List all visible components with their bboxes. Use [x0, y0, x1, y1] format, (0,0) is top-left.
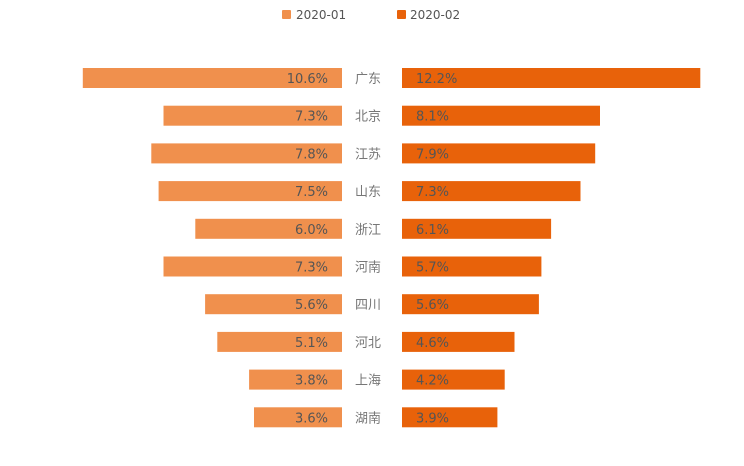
legend-item-series-2[interactable]: 2020-02 [397, 8, 460, 22]
category-label-0: 广东 [355, 72, 381, 87]
data-label-series-1-3: 7.5% [295, 185, 328, 200]
bar-series-2-4[interactable] [402, 218, 552, 239]
category-label-1: 北京 [355, 110, 381, 125]
bar-series-1-1[interactable] [163, 105, 343, 126]
bar-series-1-5[interactable] [163, 256, 343, 277]
legend-swatch-series-2 [397, 10, 406, 19]
bar-series-2-3[interactable] [402, 181, 581, 202]
bar-series-2-8[interactable] [402, 369, 505, 390]
category-label-5: 河南 [355, 260, 381, 276]
bar-series-1-6[interactable] [205, 294, 342, 315]
data-label-series-2-2: 7.9% [416, 147, 449, 162]
legend-label-series-2: 2020-02 [410, 8, 460, 22]
data-label-series-2-9: 3.9% [416, 411, 449, 426]
bar-series-1-3[interactable] [158, 181, 342, 202]
data-label-series-2-0: 12.2% [416, 72, 457, 87]
bar-series-1-0[interactable] [82, 68, 343, 88]
bar-series-2-9[interactable] [402, 407, 498, 428]
legend-label-series-1: 2020-01 [296, 8, 346, 22]
data-label-series-2-3: 7.3% [416, 185, 449, 200]
category-label-3: 山东 [355, 185, 381, 200]
data-label-series-2-6: 5.6% [416, 298, 449, 313]
data-label-series-1-2: 7.8% [295, 147, 328, 162]
category-label-8: 上海 [355, 374, 381, 389]
legend-item-series-1[interactable]: 2020-01 [282, 8, 346, 22]
plot-area: 10.6% 广东 12.2% 7.3% 北京 8.1% 7.8% 江苏 7.9% 7.5% 山东 7.… [82, 68, 701, 428]
category-label-7: 河北 [355, 336, 381, 351]
category-label-9: 湖南 [355, 410, 381, 426]
bar-series-2-2[interactable] [402, 143, 596, 164]
category-label-2: 江苏 [355, 146, 381, 162]
category-label-6: 四川 [355, 298, 381, 313]
bar-series-1-2[interactable] [151, 143, 342, 164]
bar-series-2-7[interactable] [402, 331, 515, 352]
legend-swatch-series-1 [282, 10, 291, 19]
data-label-series-2-1: 8.1% [416, 110, 449, 125]
category-label-4: 浙江 [355, 223, 381, 238]
bar-series-2-5[interactable] [402, 256, 542, 277]
data-label-series-2-8: 4.2% [416, 374, 449, 389]
bar-series-1-8[interactable] [249, 369, 342, 390]
bar-series-1-9[interactable] [254, 407, 342, 428]
data-label-series-1-9: 3.6% [295, 411, 328, 426]
data-label-series-2-4: 6.1% [416, 223, 449, 238]
data-label-series-1-7: 5.1% [295, 336, 328, 351]
data-label-series-2-7: 4.6% [416, 336, 449, 351]
bar-series-1-7[interactable] [217, 331, 342, 352]
data-label-series-1-8: 3.8% [295, 374, 328, 389]
data-label-series-1-6: 5.6% [295, 298, 328, 313]
bar-series-2-0[interactable] [402, 68, 701, 88]
data-label-series-1-1: 7.3% [295, 110, 328, 125]
bar-series-2-1[interactable] [402, 105, 600, 126]
data-label-series-1-0: 10.6% [287, 72, 328, 87]
data-label-series-1-4: 6.0% [295, 223, 328, 238]
data-label-series-2-5: 5.7% [416, 261, 449, 276]
bar-series-1-4[interactable] [195, 218, 342, 239]
chart-legend[interactable]: 2020-01 2020-02 [282, 8, 460, 22]
bar-series-2-6[interactable] [402, 294, 539, 315]
data-label-series-1-5: 7.3% [295, 261, 328, 276]
